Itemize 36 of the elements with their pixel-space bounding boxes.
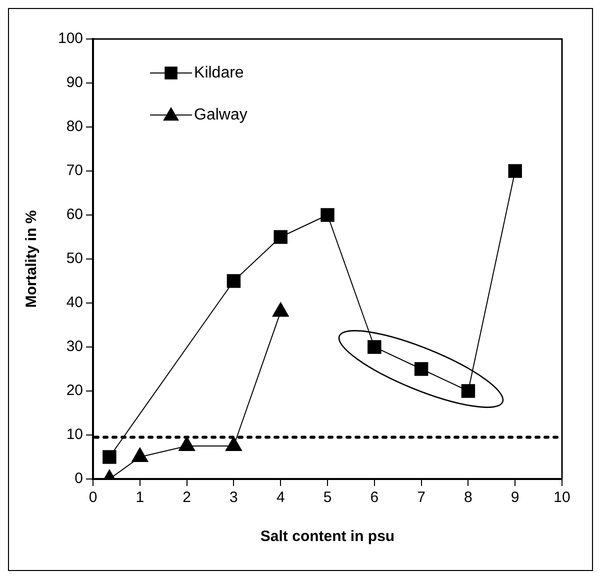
x-tick-label: 6 (370, 489, 379, 506)
y-tick-label: 60 (66, 206, 84, 224)
y-axis-title: Mortality in % (23, 210, 40, 308)
y-tick-label: 20 (66, 382, 84, 400)
y-tick-label: 30 (66, 338, 84, 356)
point (225, 436, 242, 451)
point (414, 362, 428, 376)
x-tick-label: 1 (136, 489, 144, 506)
y-tick-label: 10 (66, 426, 84, 444)
point (178, 436, 196, 451)
point (461, 384, 476, 398)
y-tick-label: 80 (66, 118, 84, 136)
x-tick-label: 10 (554, 489, 570, 506)
x-tick-label: 5 (323, 489, 332, 506)
y-tick-label: 100 (58, 30, 84, 48)
legend-label: Galway (194, 106, 248, 124)
x-tick-label: 4 (276, 489, 285, 506)
y-tick-label: 90 (66, 74, 84, 92)
y-tick-label: 0 (74, 470, 84, 488)
x-tick-label: 7 (417, 489, 426, 506)
x-tick-label: 9 (510, 489, 520, 506)
point (320, 208, 334, 222)
x-tick-label: 2 (182, 489, 191, 506)
x-tick-label: 8 (464, 489, 472, 506)
legend-label: Kildare (194, 64, 244, 82)
y-tick-label: 70 (66, 162, 84, 180)
point (508, 164, 522, 178)
point (368, 340, 382, 354)
point (132, 448, 148, 462)
point (274, 230, 288, 244)
x-axis-title: Salt content in psu (260, 528, 395, 546)
point (226, 274, 241, 288)
x-tick-label: 0 (88, 489, 98, 506)
y-tick-label: 40 (66, 294, 84, 312)
x-tick-label: 3 (230, 489, 238, 506)
y-tick-label: 50 (66, 250, 84, 268)
